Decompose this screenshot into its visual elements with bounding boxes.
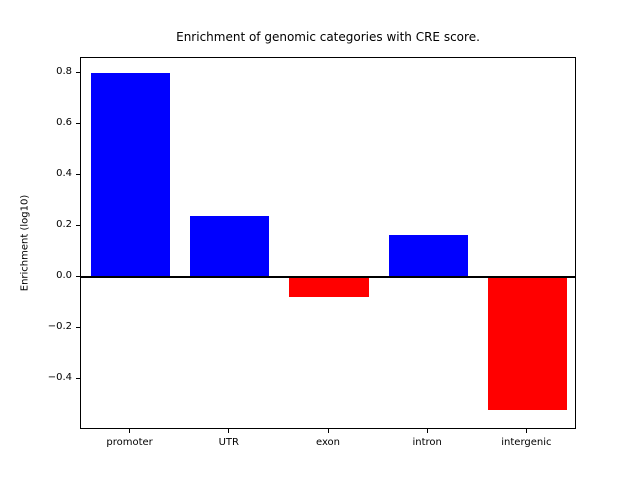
y-tick-label: 0.6 [56,117,72,129]
y-tick-label: 0.0 [56,270,72,282]
x-tick-label-exon: exon [315,437,341,448]
bar-intron [388,235,468,278]
x-tick-label-intergenic: intergenic [501,437,552,448]
x-tick-label-UTR: UTR [218,437,239,448]
x-tick-label-intron: intron [412,437,442,448]
x-tick-mark [129,429,131,433]
y-tick-mark [76,173,80,175]
y-tick-mark [76,326,80,328]
y-tick-mark [76,71,80,73]
y-tick-label: 0.8 [56,66,72,78]
y-tick-mark [76,224,80,226]
y-tick-mark [76,377,80,379]
bar-promoter [90,73,171,278]
bar-UTR [190,215,270,278]
bar-intergenic [487,277,568,410]
plot-area [80,57,576,429]
chart-title: Enrichment of genomic categories with CR… [176,30,480,44]
y-tick-mark [76,122,80,124]
y-tick-label: 0.2 [56,219,72,231]
zero-line [81,276,575,279]
x-tick-mark [525,429,527,433]
y-tick-label: 0.4 [56,168,72,180]
bar-exon [289,277,369,298]
y-tick-label: −0.4 [47,372,72,384]
x-tick-label-promoter: promoter [106,437,153,448]
x-tick-mark [327,429,329,433]
x-tick-mark [228,429,230,433]
y-tick-mark [76,275,80,277]
x-tick-mark [426,429,428,433]
y-tick-label: −0.2 [47,321,72,333]
